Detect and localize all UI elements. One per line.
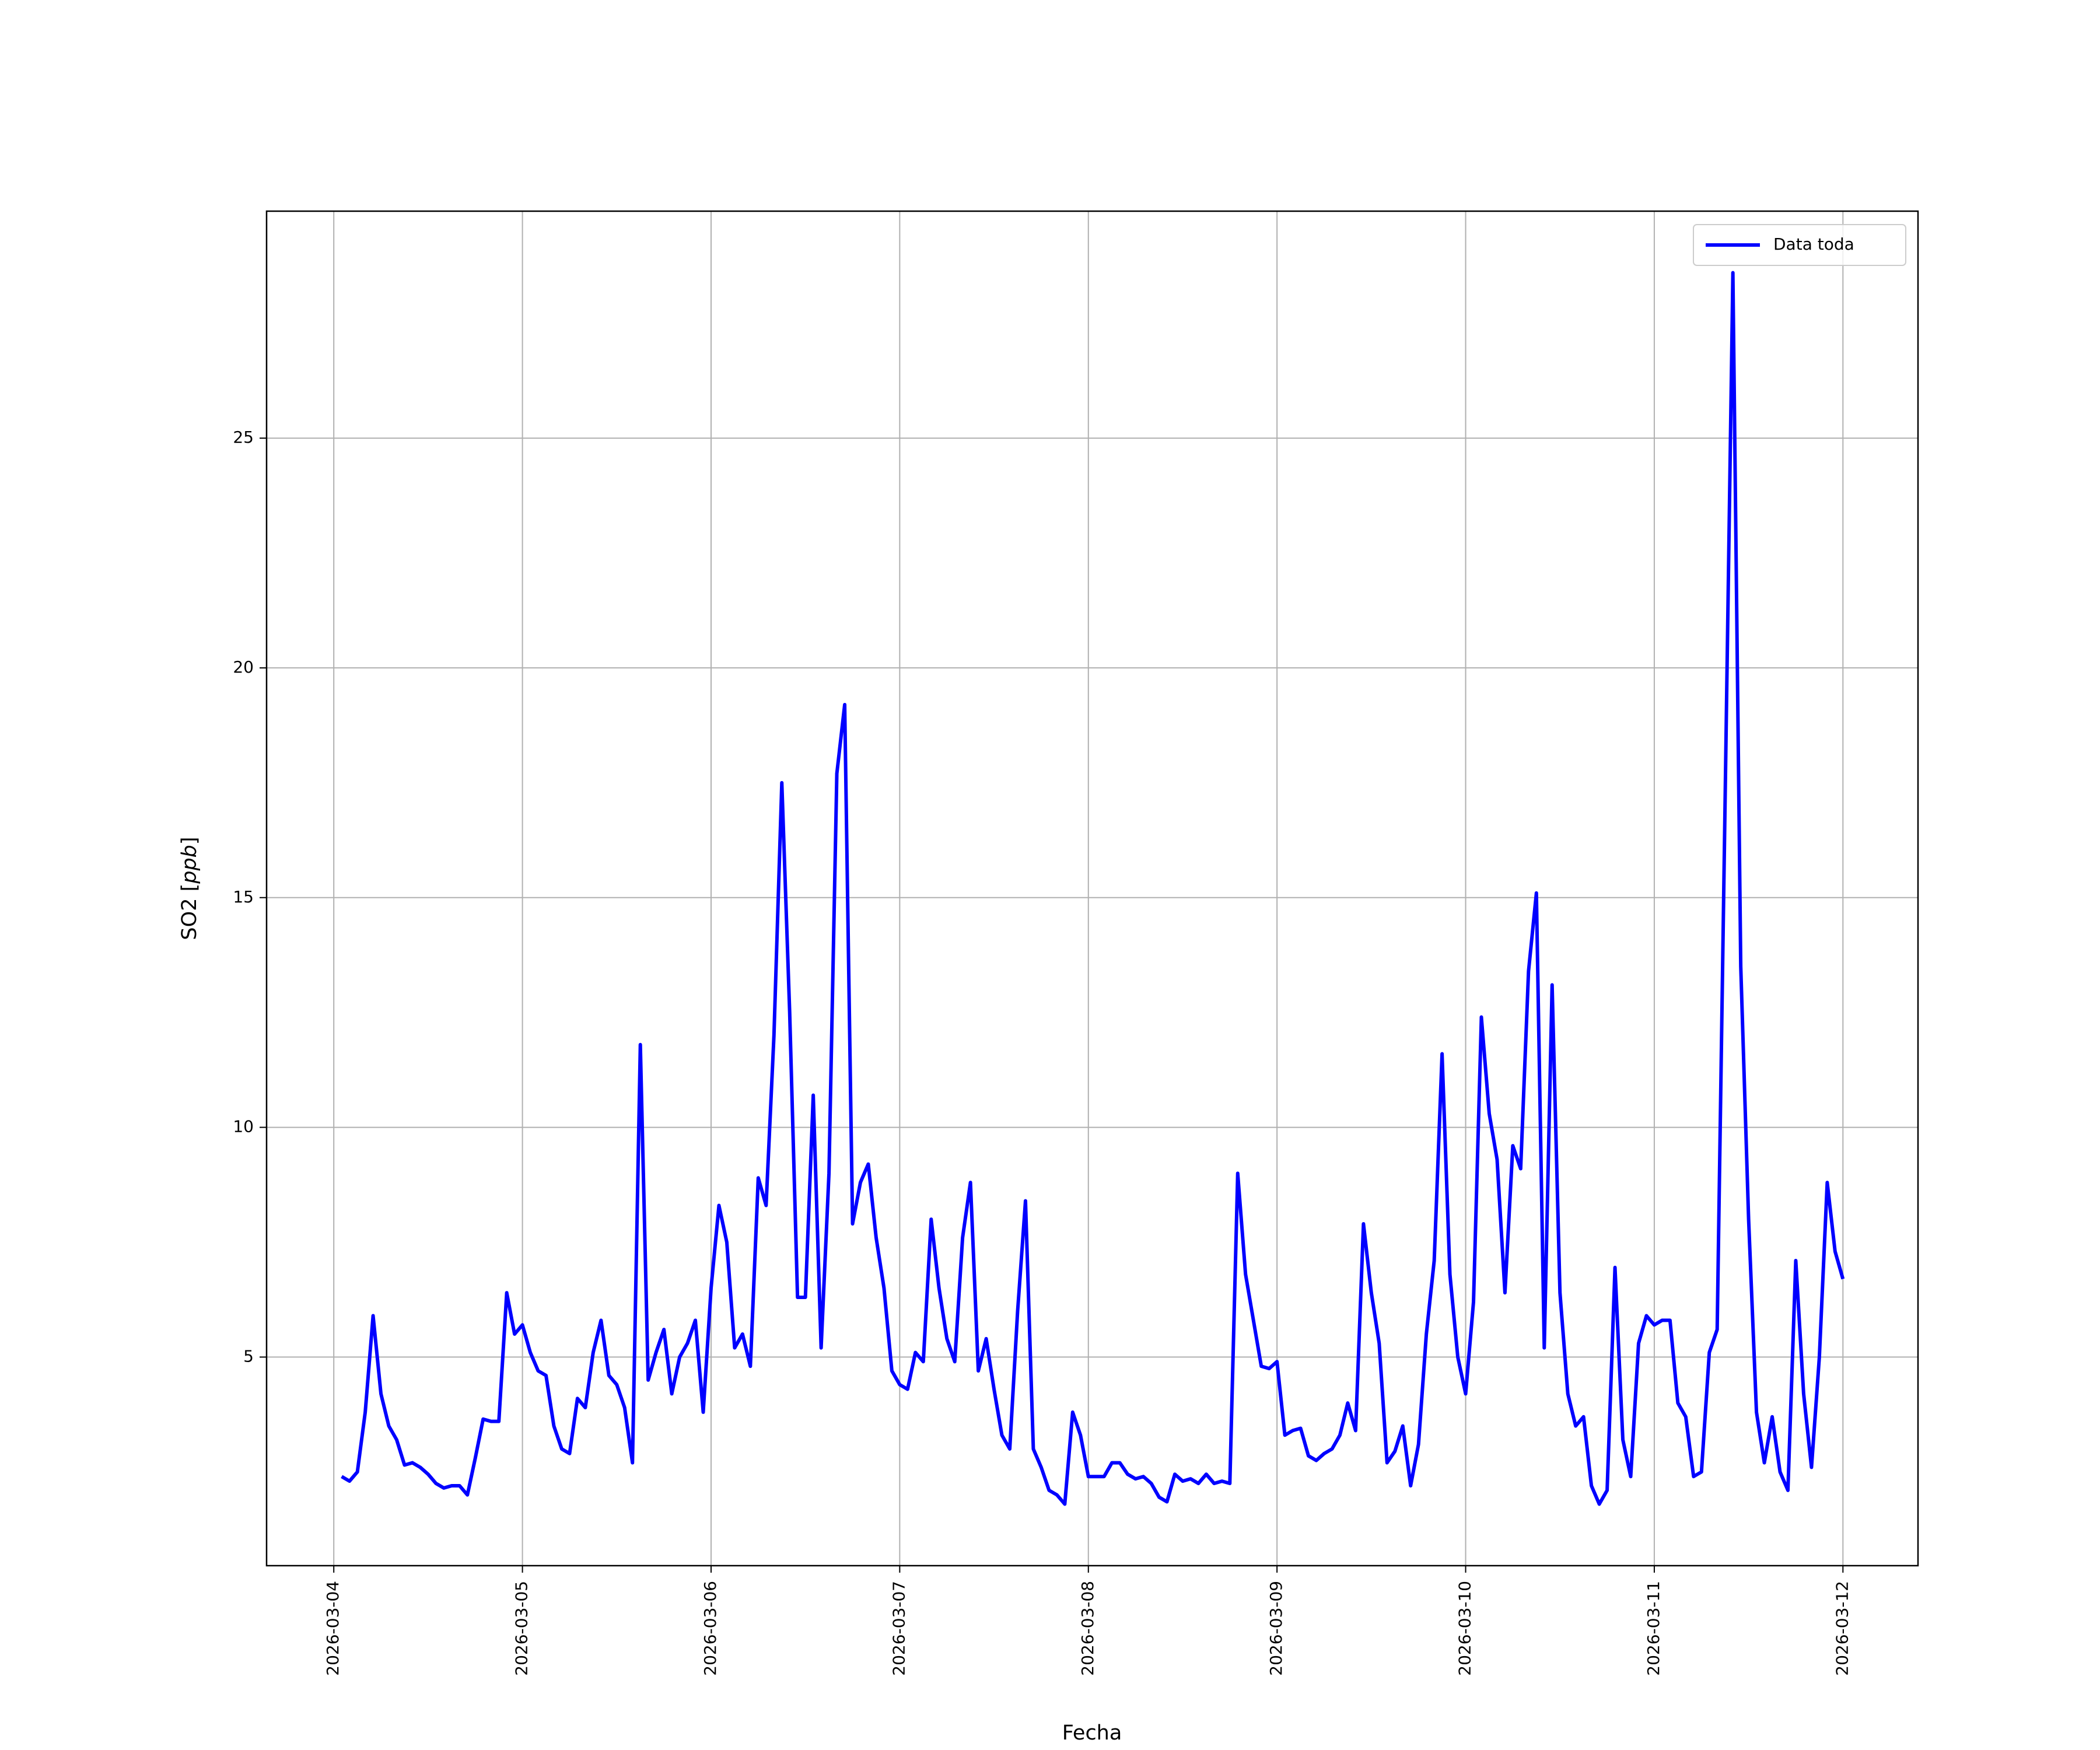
x-tick-label: 2026-03-09 (1266, 1581, 1286, 1676)
y-tick-label: 15 (233, 887, 254, 907)
axes-frame (265, 210, 1919, 1567)
legend-box (1693, 224, 1906, 266)
plot-area (341, 271, 1845, 1506)
y-tick-label: 10 (233, 1117, 254, 1136)
x-axis-label: Fecha (1062, 1721, 1122, 1745)
x-tick-label: 2026-03-07 (889, 1581, 908, 1676)
y-axis-label: SO2 [ppb] (178, 836, 201, 940)
data-line (341, 271, 1845, 1506)
y-tick-label: 5 (243, 1346, 254, 1366)
x-tick-label: 2026-03-04 (323, 1581, 342, 1676)
y-axis-label-part: ppb (178, 845, 201, 884)
x-tick-label: 2026-03-10 (1455, 1581, 1475, 1676)
y-tick-label: 25 (233, 428, 254, 447)
x-tick-label: 2026-03-08 (1078, 1581, 1097, 1676)
y-tick-label: 20 (233, 657, 254, 677)
x-tick-label: 2026-03-06 (701, 1581, 720, 1676)
y-axis-label-part: ] (178, 836, 201, 845)
x-tick-label: 2026-03-05 (512, 1581, 531, 1676)
y-axis-label-part: SO2 [ (178, 884, 201, 940)
x-tick-label: 2026-03-12 (1832, 1581, 1852, 1676)
legend-label: Data toda (1773, 235, 1854, 254)
x-tick-label: 2026-03-11 (1644, 1581, 1663, 1676)
